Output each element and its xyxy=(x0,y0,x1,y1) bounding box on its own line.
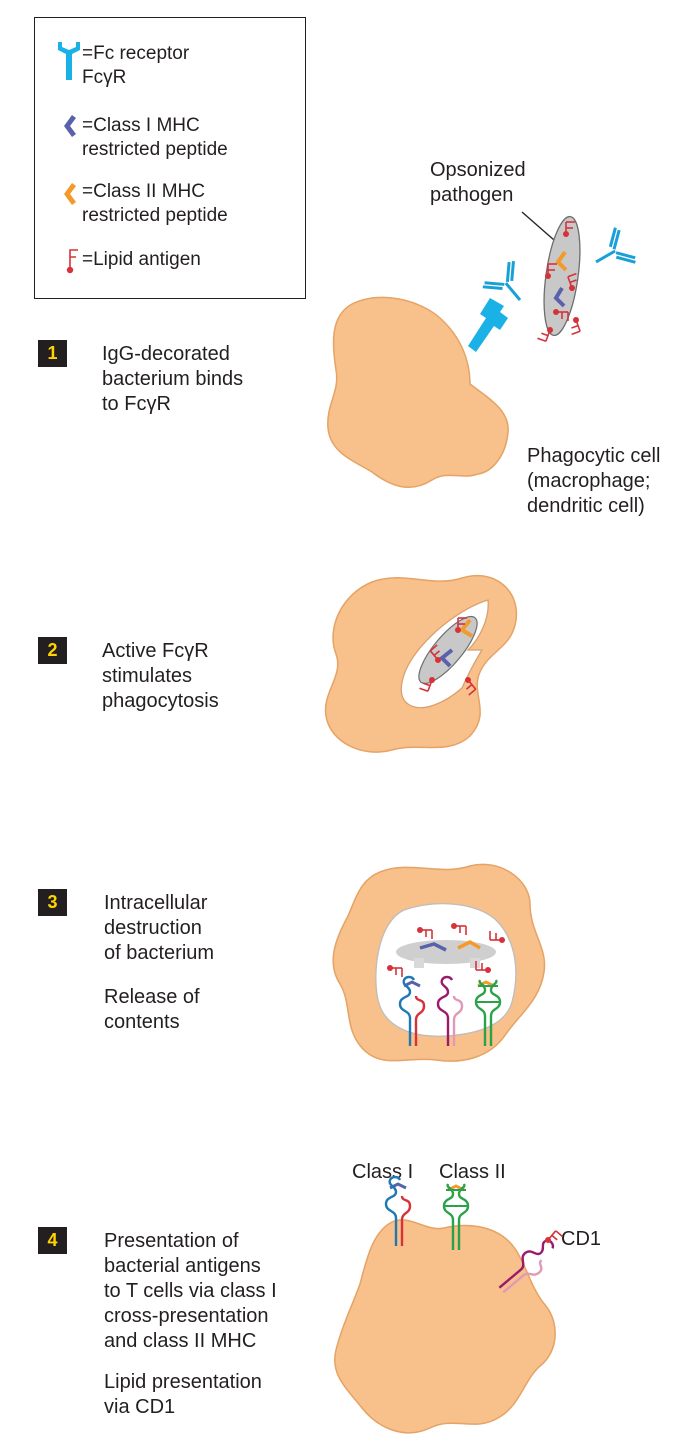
opsonized-pathogen-label: Opsonized pathogen xyxy=(430,159,526,206)
antibody-right xyxy=(584,225,639,281)
cd1-label: CD1 xyxy=(561,1228,602,1250)
phagocytic-cell-label: Phagocytic cell (macrophage; dendritic c… xyxy=(527,445,661,517)
phagocytic-cell-1 xyxy=(327,296,509,489)
step-3-text: Intracellular destruction of bacterium xyxy=(104,892,215,964)
step-3-subtext: Release of contents xyxy=(104,986,200,1033)
step-2-badge: 2 xyxy=(38,637,67,664)
class-ii-label: Class II xyxy=(439,1161,506,1183)
fc-receptor-icon xyxy=(58,42,80,80)
class-i-peptide-icon xyxy=(64,115,76,137)
legend-class-ii-label: =Class II MHC restricted peptide xyxy=(82,181,228,226)
phagocytic-cell-4 xyxy=(334,1175,564,1434)
phagocytic-cell-3 xyxy=(332,863,546,1062)
legend-box xyxy=(34,17,306,299)
legend-lipid-label: =Lipid antigen xyxy=(82,249,201,270)
step-1-text: IgG-decorated bacterium binds to FcγR xyxy=(102,343,244,415)
lipid-antigen-icon xyxy=(66,249,78,274)
step-4-text: Presentation of bacterial antigens to T … xyxy=(104,1230,277,1352)
class-ii-peptide-icon xyxy=(64,183,76,205)
step-2-text: Active FcγR stimulates phagocytosis xyxy=(102,640,219,712)
class-i-label: Class I xyxy=(352,1161,414,1183)
step-1-badge: 1 xyxy=(38,340,67,367)
step-4-subtext: Lipid presentation via CD1 xyxy=(104,1371,262,1418)
phagocytic-cell-2 xyxy=(324,575,518,753)
step-4-badge: 4 xyxy=(38,1227,67,1254)
legend-class-i-label: =Class I MHC restricted peptide xyxy=(82,115,228,160)
fc-receptor-on-cell xyxy=(468,298,508,352)
legend-fc-receptor-label: =Fc receptor FcγR xyxy=(82,43,190,88)
opsonized-pathogen xyxy=(521,211,584,344)
step-3-badge: 3 xyxy=(38,889,67,916)
